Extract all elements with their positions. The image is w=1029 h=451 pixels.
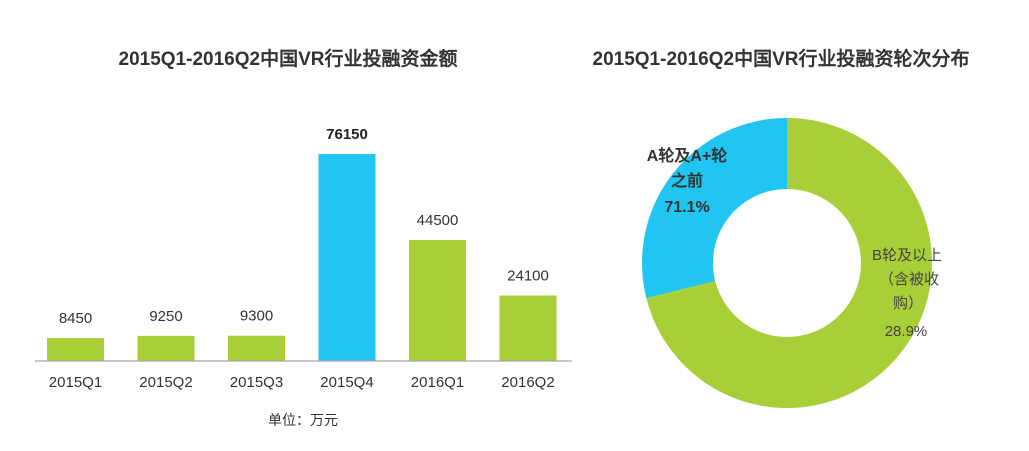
donut-chart-title: 2015Q1-2016Q2中国VR行业投融资轮次分布 bbox=[593, 47, 970, 70]
bar-2015q2 bbox=[137, 335, 195, 361]
slice-label-line: B轮及以上 bbox=[872, 247, 942, 264]
x-tick-label: 2016Q1 bbox=[411, 374, 464, 391]
bar-chart-title: 2015Q1-2016Q2中国VR行业投融资金额 bbox=[119, 47, 458, 70]
bar-value-label: 76150 bbox=[326, 126, 368, 143]
unit-note: 单位：万元 bbox=[268, 412, 338, 428]
slice-label-line: （含被收 bbox=[879, 271, 939, 288]
bar-2015q3 bbox=[228, 335, 285, 361]
donut-chart bbox=[642, 118, 933, 409]
bar-value-label: 9300 bbox=[240, 308, 273, 325]
bar-value-label: 24100 bbox=[507, 267, 549, 284]
x-tick-label: 2015Q4 bbox=[320, 374, 373, 391]
slice-label-line: A轮及A+轮 bbox=[647, 146, 727, 165]
bar-value-label: 44500 bbox=[417, 212, 459, 229]
bar-value-label: 8450 bbox=[59, 310, 92, 327]
donut-slice-2 bbox=[642, 118, 787, 299]
slice-label-line: 之前 bbox=[671, 171, 703, 190]
slice-label-a: A轮及A+轮 之前 71.1% bbox=[647, 146, 727, 216]
bar-2016q1 bbox=[409, 240, 466, 361]
bar-chart-plot: 8450 2015Q1 9250 2015Q2 9300 2015Q3 76150 2015Q… bbox=[47, 126, 557, 391]
bar-2015q1 bbox=[47, 338, 104, 361]
slice-label-b: B轮及以上 （含被收 购） 28.9% bbox=[872, 247, 942, 340]
slice-value-label: 71.1% bbox=[664, 199, 709, 216]
x-tick-label: 2015Q1 bbox=[49, 374, 102, 391]
x-tick-label: 2016Q2 bbox=[501, 374, 554, 391]
bar-2016q2 bbox=[499, 295, 557, 361]
x-tick-label: 2015Q2 bbox=[139, 374, 192, 391]
slice-label-line: 购） bbox=[893, 295, 923, 312]
slice-value-label: 28.9% bbox=[885, 323, 928, 340]
bar-2015q4 bbox=[318, 154, 376, 361]
x-tick-label: 2015Q3 bbox=[230, 374, 283, 391]
donut-slice-1 bbox=[646, 118, 933, 409]
bar-value-label: 9250 bbox=[149, 308, 182, 325]
